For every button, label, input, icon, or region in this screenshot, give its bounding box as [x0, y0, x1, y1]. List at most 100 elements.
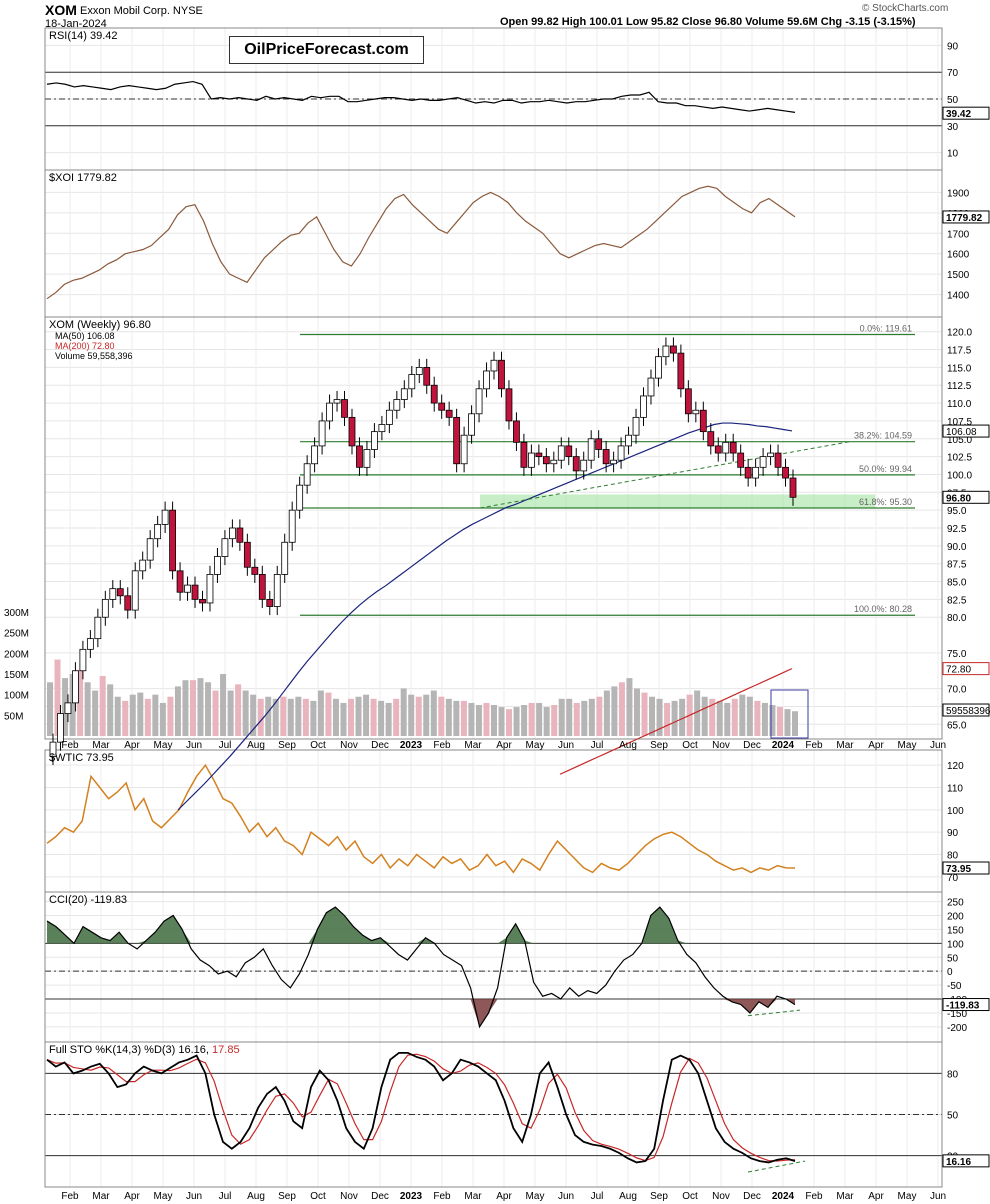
volume-bar	[257, 698, 264, 736]
candle-body	[647, 377, 655, 397]
last-value-badge-wtic	[942, 861, 990, 875]
x-axis-label-top: Jun	[558, 740, 574, 751]
volume-bar	[438, 696, 445, 736]
price-badge	[942, 662, 990, 676]
x-axis-label-bottom: Jul	[219, 1191, 232, 1202]
candle-body	[692, 409, 700, 415]
candle-body	[415, 366, 423, 375]
tick-label-wtic: 70	[947, 873, 959, 884]
volume-bar	[588, 698, 595, 736]
last-value-badge-cci	[942, 998, 990, 1012]
candle-body	[236, 527, 244, 543]
volume-bar	[152, 694, 159, 736]
tick-label-xom: 110.0	[947, 399, 972, 410]
x-axis-label-top: Feb	[805, 740, 823, 751]
x-axis-label-bottom: Mar	[836, 1191, 854, 1202]
candle-body	[438, 402, 446, 411]
volume-bar	[498, 707, 505, 736]
volume-bar	[656, 698, 663, 736]
volume-bar	[513, 707, 520, 736]
price-badge	[942, 490, 990, 504]
volume-bar	[363, 694, 370, 736]
x-axis-label-top: Feb	[433, 740, 451, 751]
volume-bar	[724, 702, 731, 736]
volume-bar	[227, 690, 234, 736]
x-axis-label-bottom: Jun	[558, 1191, 574, 1202]
volume-bar	[159, 702, 166, 736]
volume-bar	[490, 705, 497, 736]
tick-label-xom: 85.0	[947, 578, 967, 589]
candle-body	[161, 509, 169, 525]
xom-legend-item: MA(200) 72.80	[55, 341, 115, 351]
candle-body	[722, 441, 730, 454]
wtic-line	[46, 763, 796, 874]
x-axis-label-bottom: Nov	[340, 1191, 358, 1202]
candle-body	[348, 416, 356, 447]
watermark-box: OilPriceForecast.com	[229, 36, 424, 64]
panel-title-stoch: Full STO %K(14,3) %D(3) 16.16, 17.85	[49, 1044, 240, 1056]
candle-body	[266, 598, 274, 607]
volume-bar	[731, 698, 738, 736]
volume-bar	[167, 696, 174, 736]
x-axis-label-top: May	[898, 740, 917, 751]
candle-body	[602, 449, 610, 465]
tick-label-xoi: 1700	[947, 229, 970, 240]
volume-bar	[99, 676, 106, 736]
x-axis-label-top: Sep	[278, 740, 296, 751]
candle-body	[655, 356, 662, 379]
candle-body	[356, 445, 363, 468]
tick-label-wtic: 120	[947, 761, 964, 772]
panel-title-cci: CCI(20) -119.83	[49, 894, 127, 906]
candle-body	[782, 466, 789, 479]
volume-bar	[468, 702, 475, 736]
xom-legend-item: MA(50) 106.08	[55, 331, 115, 341]
tick-label-xoi: 1400	[947, 291, 970, 302]
volume-bar	[393, 698, 400, 736]
volume-bar	[92, 690, 99, 736]
candle-body	[670, 345, 677, 354]
volume-bar	[536, 702, 543, 736]
candle-body	[243, 541, 251, 568]
x-axis-label-bottom: Sep	[650, 1191, 668, 1202]
volume-tick-label: 50M	[4, 711, 23, 722]
volume-tick-label: 250M	[4, 629, 29, 640]
fib-level-label: 38.2%: 104.59	[854, 431, 912, 441]
stockcharts-credit: © StockCharts.com	[862, 3, 949, 14]
volume-bar	[332, 698, 339, 736]
candle-body	[318, 420, 326, 447]
volume-bar	[408, 694, 415, 736]
candle-body	[789, 477, 797, 498]
candle-body	[587, 438, 595, 461]
volume-tick-label: 150M	[4, 670, 29, 681]
candle-body	[729, 441, 737, 454]
stoch-divergence-line	[747, 1160, 806, 1173]
candle-body	[221, 538, 229, 557]
x-axis-label-bottom: Dec	[743, 1191, 761, 1202]
volume-bar	[784, 709, 791, 736]
volume-bar	[182, 680, 189, 736]
volume-bar	[558, 698, 565, 736]
volume-bar	[197, 678, 204, 736]
volume-bar	[664, 702, 671, 736]
volume-bar	[84, 682, 91, 736]
cci-line	[46, 906, 796, 1029]
tick-label-cci: 150	[947, 925, 964, 936]
candle-body	[580, 459, 588, 472]
volume-bar	[400, 688, 407, 736]
ma50-line	[177, 422, 793, 811]
rsi-line	[46, 80, 796, 113]
tick-label-xom: 95.0	[947, 506, 967, 517]
candle-body	[684, 388, 692, 415]
x-axis-label-bottom: Feb	[433, 1191, 451, 1202]
tick-label-rsi: 70	[947, 68, 959, 79]
volume-bar	[280, 696, 287, 736]
volume-bar	[54, 659, 61, 736]
candle-body	[505, 388, 513, 422]
volume-bar	[205, 682, 212, 736]
tick-label-xom: 80.0	[947, 613, 967, 624]
volume-bar	[739, 694, 746, 736]
stoch-d-label: 17.85	[212, 1044, 240, 1056]
tick-label-cci: -200	[947, 1023, 967, 1034]
volume-bar	[370, 698, 377, 736]
